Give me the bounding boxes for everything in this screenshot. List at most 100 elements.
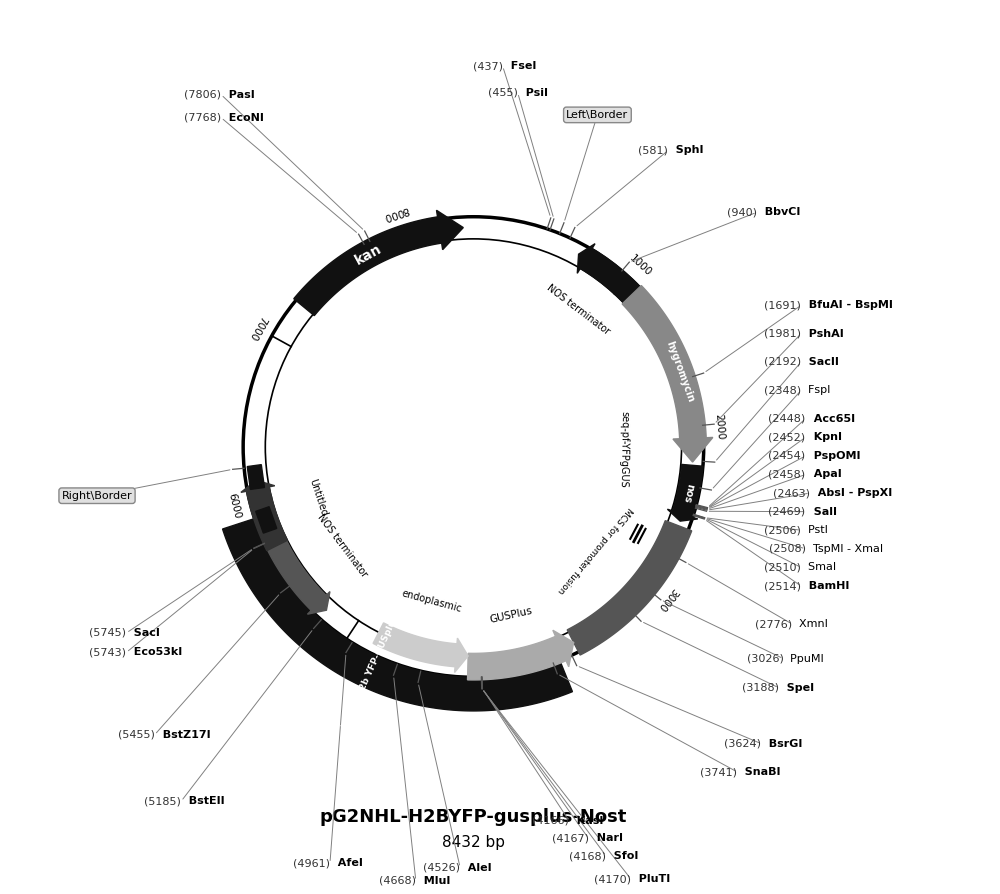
Polygon shape [268,541,330,614]
Text: FseI: FseI [503,61,536,72]
Text: PshAI: PshAI [801,329,844,339]
Text: BstEII: BstEII [181,797,225,806]
Text: (2458): (2458) [768,469,806,479]
Text: ApaI: ApaI [806,469,841,479]
Text: (1981): (1981) [764,329,801,339]
Text: (2506): (2506) [764,526,801,536]
Text: AbsI - PspXI: AbsI - PspXI [810,488,892,498]
Text: (2514): (2514) [764,581,801,591]
Text: KasI: KasI [569,815,603,826]
Text: (3741): (3741) [700,767,737,777]
Text: (2192): (2192) [764,357,801,367]
Text: BstZ17I: BstZ17I [155,730,210,740]
Text: (4166): (4166) [532,815,569,826]
Text: BbvCI: BbvCI [757,207,800,217]
Text: 8000: 8000 [382,205,410,223]
Polygon shape [622,285,713,462]
Text: (2454): (2454) [768,451,806,460]
Text: MluI: MluI [416,876,450,886]
Text: (3624): (3624) [724,738,761,748]
Text: 5000: 5000 [324,641,351,663]
Text: SacII: SacII [801,357,839,367]
Text: (2510): (2510) [764,562,801,572]
Text: (5185): (5185) [144,797,181,806]
Text: XmnI: XmnI [792,620,828,629]
Text: 2000: 2000 [713,414,725,441]
Text: 8432 bp: 8432 bp [442,834,505,849]
Text: kan: kan [352,241,384,267]
Text: SacI: SacI [126,628,160,638]
Polygon shape [241,480,287,551]
Text: (4167): (4167) [552,833,589,843]
Text: 1000: 1000 [627,254,653,279]
Text: AleI: AleI [460,863,492,873]
Text: 3000: 3000 [655,586,679,612]
Text: Right\Border: Right\Border [62,491,132,501]
Text: (2508): (2508) [769,544,806,554]
Text: (4168): (4168) [569,851,606,861]
Text: Left\Border: Left\Border [566,110,628,120]
Text: BsrGI: BsrGI [761,738,803,748]
Polygon shape [223,519,572,711]
Text: Acc65I: Acc65I [806,414,855,424]
Text: hygromycin: hygromycin [664,340,696,404]
Text: pG2NHL-H2BYFP-gusplus-Nost: pG2NHL-H2BYFP-gusplus-Nost [320,808,627,826]
Text: TspMI - XmaI: TspMI - XmaI [806,544,883,554]
Polygon shape [468,630,574,680]
Text: (2776): (2776) [755,620,792,629]
Text: (7806): (7806) [184,89,221,99]
Text: endoplasmic: endoplasmic [401,588,463,614]
Text: GUSPlus: GUSPlus [489,606,534,625]
Text: (4668): (4668) [379,876,416,886]
Polygon shape [294,210,463,316]
Polygon shape [256,507,277,533]
Text: 7000: 7000 [247,315,268,342]
Text: 4000: 4000 [499,683,527,697]
Text: (4961): (4961) [293,858,330,868]
Text: BamHI: BamHI [801,581,850,591]
Text: (4526): (4526) [423,863,460,873]
Polygon shape [373,623,468,672]
Text: (5455): (5455) [118,730,155,740]
Text: Untitled: Untitled [307,478,328,518]
Polygon shape [567,520,692,655]
Text: AfeI: AfeI [330,858,363,868]
Text: PluTI: PluTI [631,874,670,884]
Text: (2348): (2348) [764,385,801,395]
Text: (437): (437) [473,61,503,72]
Text: (455): (455) [488,88,518,97]
Text: 6000: 6000 [226,492,242,519]
Text: (5743): (5743) [89,647,126,657]
Text: (2448): (2448) [768,414,806,424]
Text: SfoI: SfoI [606,851,639,861]
Text: (4170): (4170) [594,874,631,884]
Text: NOS terminator: NOS terminator [544,283,611,336]
Text: SphI: SphI [668,146,704,156]
Text: PsiI: PsiI [518,88,548,97]
Text: SmaI: SmaI [801,562,836,572]
Text: (3026): (3026) [747,654,783,663]
Text: KpnI: KpnI [806,433,842,443]
Text: (2469): (2469) [768,507,806,517]
Text: SnaBI: SnaBI [737,767,781,777]
Text: FspI: FspI [801,385,831,395]
Text: PasI: PasI [221,89,255,99]
Text: (7768): (7768) [184,113,221,122]
Text: EcoNI: EcoNI [221,113,264,122]
Text: SpeI: SpeI [779,683,814,693]
Text: (2452): (2452) [768,433,806,443]
Text: (3188): (3188) [742,683,779,693]
Text: (940): (940) [727,207,757,217]
Text: SalI: SalI [806,507,837,517]
Text: (5745): (5745) [89,628,126,638]
Text: PspOMI: PspOMI [806,451,860,460]
Text: Eco53kI: Eco53kI [126,647,182,657]
Text: BfuAI - BspMI: BfuAI - BspMI [801,300,893,310]
Text: PpuMI: PpuMI [783,654,824,663]
Text: (581): (581) [638,146,668,156]
Text: Histone 2b YFP-GUSplus: Histone 2b YFP-GUSplus [341,614,401,730]
Polygon shape [247,465,264,489]
Text: (1691): (1691) [764,300,801,310]
Text: (2463): (2463) [773,488,810,498]
Text: NOS terminator: NOS terminator [315,512,369,578]
